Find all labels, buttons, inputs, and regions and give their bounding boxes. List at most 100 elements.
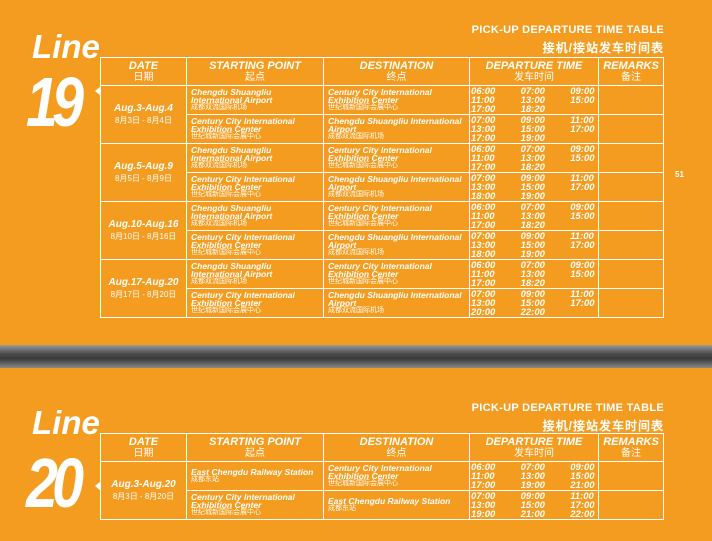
- departure-time-line: 11:00 13:00 15:00: [471, 94, 598, 106]
- destination-cn: 世纪城新国际会展中心: [328, 104, 398, 111]
- departure-time: 13:00: [520, 470, 545, 482]
- date-range-en: Aug.10-Aug.16: [108, 219, 179, 230]
- date-range-cn: 8月10日 - 8月16日: [110, 232, 177, 241]
- departure-time: 09:00: [520, 288, 545, 300]
- departure-time: 15:00: [570, 470, 595, 482]
- departure-time: 15:00: [520, 499, 545, 511]
- destination-en: Chengdu Shuangliu International Airport: [328, 116, 462, 134]
- table-row: Century City International Exhibition Ce…: [101, 490, 664, 520]
- departure-time-header: DEPARTURE TIME 发车时间: [469, 57, 599, 86]
- departure-time: 11:00: [570, 490, 594, 502]
- table-row: Aug.10-Aug.16 8月10日 - 8月16日 Chengdu Shuang…: [100, 201, 664, 260]
- starting-point-cell: Century City International Exhibition Ce…: [186, 114, 324, 144]
- date-range-en: Aug.17-Aug.20: [108, 277, 179, 288]
- destination-en: Century City International Exhibition Ce…: [328, 261, 432, 279]
- date-range-en: Aug.3-Aug.4: [114, 103, 173, 114]
- departure-time: 13:00: [520, 210, 545, 222]
- departure-time-line: 13:00 15:00 17:00: [471, 123, 598, 135]
- departure-time: 11:00: [570, 288, 594, 300]
- starting-point-cn: 成都双流国际机场: [191, 220, 247, 227]
- line-label: Line: [32, 404, 100, 441]
- remarks-cell: [598, 259, 664, 289]
- date-range-cn: 8月5日 - 8月9日: [115, 174, 172, 183]
- departure-time-line: 13:00 15:00 17:00: [471, 240, 598, 250]
- destination-cn: 成都双流国际机场: [328, 191, 384, 198]
- starting-point-en: Chengdu Shuangliu International Airport: [191, 87, 273, 105]
- header-row: DATE 日期 STARTING POINT 起点 DESTINATION 终点 DEPAR…: [100, 57, 664, 86]
- departure-time: 11:00: [471, 268, 495, 280]
- remarks-header: REMARKS 备注: [598, 433, 664, 462]
- destination-header: DESTINATION 终点: [323, 57, 470, 86]
- departure-time: 22:00: [520, 306, 545, 318]
- departure-time: 15:00: [570, 94, 595, 106]
- departure-time-line: 07:00 09:00 11:00: [471, 174, 598, 183]
- table-row: Aug.3-Aug.4 8月3日 - 8月4日 Chengdu Shuangliu …: [100, 85, 664, 144]
- departure-time: 11:00: [471, 470, 495, 482]
- departure-time: 13:00: [520, 94, 545, 106]
- destination-cell: Chengdu Shuangliu International Airport 成…: [323, 114, 470, 144]
- departure-times-cell: 06:00 07:00 09:00 11:00 13:00 15:00 17:00 19:00…: [469, 461, 599, 491]
- departure-times-cell: 07:00 09:00 11:00 13:00 15:00 17:00 17:00 19:00: [469, 114, 599, 144]
- departure-times-cell: 06:00 07:00 09:00 11:00 13:00 15:00 17:00 18:20: [469, 143, 599, 173]
- departure-time: 13:00: [520, 268, 545, 280]
- table-row: Century City International Exhibition Ce…: [101, 230, 664, 260]
- starting-point-en: Chengdu Shuangliu International Airport: [191, 145, 273, 163]
- departure-time: 07:00: [471, 114, 496, 126]
- departure-time: [570, 279, 597, 288]
- departure-time: 17:00: [471, 103, 496, 115]
- line-19-timetable: DATE 日期 STARTING POINT 起点 DESTINATION 终点 DEPAR…: [100, 57, 664, 318]
- departure-time: 21:00: [570, 479, 595, 491]
- departure-time: 13:00: [520, 152, 545, 164]
- starting-point-cell: Century City International Exhibition Ce…: [186, 230, 324, 260]
- departure-time: 07:00: [520, 461, 545, 473]
- departure-time: 17:00: [471, 132, 496, 144]
- destination-cn: 世纪城新国际会展中心: [328, 162, 398, 169]
- destination-header: DESTINATION 终点: [323, 433, 470, 462]
- starting-point-en: Chengdu Shuangliu International Airport: [191, 203, 273, 221]
- departure-time: 19:00: [471, 508, 496, 520]
- remarks-header-en: REMARKS: [603, 59, 659, 72]
- departure-time-line: 20:00 22:00: [471, 306, 598, 318]
- starting-point-cell: Chengdu Shuangliu International Airport 成…: [186, 259, 324, 289]
- departure-time: 11:00: [471, 152, 495, 164]
- destination-en: Chengdu Shuangliu International Airport: [328, 290, 462, 308]
- departure-time-line: 17:00 18:20: [471, 103, 598, 115]
- starting-point-header-cn: 起点: [245, 447, 265, 459]
- starting-point-cn: 世纪城新国际会展中心: [191, 249, 261, 256]
- starting-point-en: Century City International Exhibition Ce…: [191, 492, 295, 510]
- departure-time: 11:00: [570, 230, 594, 242]
- remarks-header-cn: 备注: [621, 447, 641, 459]
- departure-time-header: DEPARTURE TIME 发车时间: [469, 433, 599, 462]
- date-header-en: DATE: [128, 435, 159, 448]
- starting-point-header-cn: 起点: [245, 71, 265, 83]
- destination-en: Century City International Exhibition Ce…: [328, 463, 432, 481]
- line-19-panel: Line 19 PICK-UP DEPARTURE TIME TABLE 接机/…: [26, 24, 684, 318]
- departure-time-header-cn: 发车时间: [514, 447, 554, 459]
- departure-time-line: 06:00 07:00 09:00: [471, 203, 598, 212]
- destination-cn: 世纪城新国际会展中心: [328, 220, 398, 227]
- destination-en: Century City International Exhibition Ce…: [328, 203, 432, 221]
- table-row: Aug.3-Aug.20 8月3日 - 8月20日 East Chengdu Rai…: [100, 461, 664, 520]
- departure-time-line: 17:00 18:20: [471, 278, 598, 288]
- remarks-cell: [598, 114, 664, 144]
- departure-time-line: 11:00 13:00 15:00: [471, 470, 598, 482]
- departure-time: [570, 308, 597, 317]
- page-divider: [0, 345, 712, 368]
- departure-time: 18:00: [471, 190, 496, 202]
- line-number: 19: [26, 63, 84, 141]
- starting-point-en: Chengdu Shuangliu International Airport: [191, 261, 273, 279]
- departure-time-line: 13:00 15:00 17:00: [471, 499, 598, 511]
- destination-cell: Century City International Exhibition Ce…: [323, 85, 470, 115]
- date-range-cn: 8月17日 - 8月20日: [110, 290, 177, 299]
- starting-point-cell: Chengdu Shuangliu International Airport 成…: [186, 143, 324, 173]
- departure-time: 15:00: [520, 123, 545, 135]
- date-cell: Aug.3-Aug.4 8月3日 - 8月4日: [100, 85, 187, 144]
- departure-time: 09:00: [520, 114, 545, 126]
- date-header-cn: 日期: [133, 71, 154, 83]
- remarks-header-en: REMARKS: [603, 435, 659, 448]
- departure-time: 07:00: [520, 85, 545, 97]
- starting-point-cn: 世纪城新国际会展中心: [191, 133, 261, 140]
- departure-time: 22:00: [570, 508, 595, 520]
- departure-time: 06:00: [471, 85, 496, 97]
- header-row: DATE 日期 STARTING POINT 起点 DESTINATION 终点 DEPAR…: [100, 433, 664, 462]
